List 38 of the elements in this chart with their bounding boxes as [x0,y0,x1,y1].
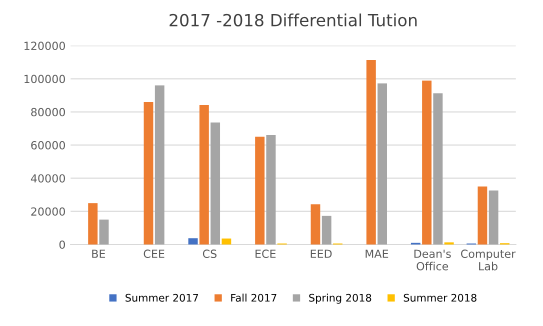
bar [210,122,220,244]
bar [322,216,332,244]
bar [222,238,232,244]
bar [88,203,98,244]
bar [99,220,109,244]
x-tick-label: ECE [256,250,276,258]
x-tick-label: MAE [366,250,388,258]
legend-label: Fall 2017 [231,294,276,302]
bar [154,85,164,244]
bar [422,80,432,244]
x-tick-label: Computer Lab [461,250,516,270]
bar [266,134,276,244]
bar [188,238,198,244]
chart-title: 2017 -2018 Differential Tution [170,14,417,26]
y-tick-label: 40000 [30,174,65,183]
y-tick-label: 60000 [31,141,65,150]
bar [488,190,498,244]
y-tick-label: 0 [59,240,65,249]
y-tick-label: 80000 [31,108,65,116]
legend-label: Summer 2018 [404,294,476,302]
y-tick-label: 120000 [24,42,65,50]
x-tick-label: Dean's Office [414,250,451,270]
y-tick-label: 20000 [31,207,65,216]
x-tick-label: EED [310,250,332,258]
bar [378,83,388,244]
bar [144,102,154,244]
legend-label: Spring 2018 [309,294,372,304]
bar [255,136,265,244]
legend-label: Summer 2017 [126,294,198,302]
x-tick-label: CEE [144,250,164,258]
x-tick-label: CS [202,250,217,258]
y-tick-label: 100000 [24,74,65,84]
bar [478,186,488,244]
bar [433,93,443,244]
bar [199,104,209,244]
bar [366,60,376,244]
x-tick-label: BE [92,250,106,258]
bar [310,204,320,244]
